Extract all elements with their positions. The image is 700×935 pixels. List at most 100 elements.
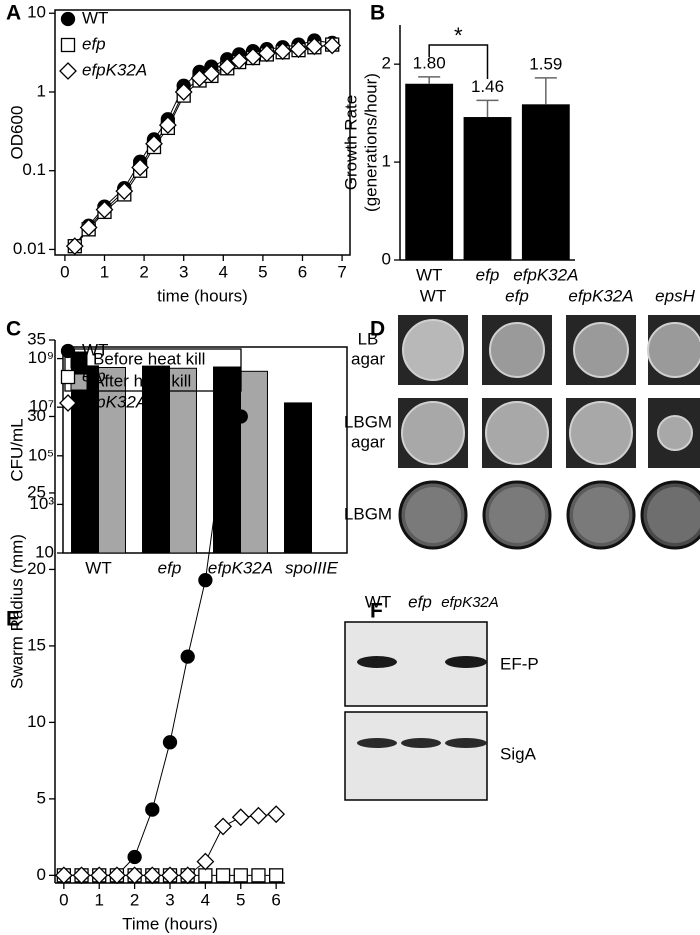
marker [231, 808, 250, 827]
legend-label: WT [82, 8, 108, 27]
row-label: agar [351, 349, 385, 368]
legend-marker [60, 37, 76, 53]
column-label: WT [420, 286, 446, 305]
colony [402, 319, 464, 381]
marker [269, 868, 284, 883]
x-tick-label: 1 [94, 890, 103, 909]
marker [257, 44, 276, 63]
band [357, 738, 397, 748]
marker [90, 866, 109, 885]
marker [115, 182, 134, 201]
y-tick-label: 0 [382, 249, 391, 268]
marker [230, 51, 249, 70]
y-tick-label: 5 [37, 788, 46, 807]
marker [198, 868, 213, 883]
x-tick-label: 4 [201, 890, 210, 909]
y-tick-label: 10⁵ [28, 445, 54, 464]
marker [162, 735, 178, 750]
y-tick-label: 25 [27, 482, 46, 501]
x-tick-label: efpK32A [208, 558, 273, 577]
panel-label: D [370, 318, 385, 341]
legend-label: efpK32A [82, 392, 147, 411]
band [357, 656, 397, 668]
value-label: 1.46 [471, 77, 504, 96]
x-axis-label: Time (hours) [122, 914, 218, 933]
marker [174, 83, 193, 101]
marker [267, 805, 286, 824]
colony [485, 401, 549, 465]
row-label: LBGM [344, 412, 392, 431]
legend-label: After heat kill [93, 371, 191, 390]
marker [251, 868, 266, 883]
y-tick-label: 30 [27, 406, 46, 425]
column-label: efp [505, 286, 529, 305]
x-tick-label: 5 [258, 262, 267, 281]
marker [65, 237, 84, 256]
y-axis-label: (generations/hour) [361, 73, 380, 212]
bar [463, 117, 512, 261]
column-label: efpK32A [568, 286, 633, 305]
marker [323, 36, 342, 55]
marker [233, 409, 248, 424]
x-tick-label: 4 [219, 262, 228, 281]
marker [233, 868, 248, 883]
bar [405, 83, 454, 260]
legend-marker [60, 369, 76, 385]
y-tick-label: 2 [382, 54, 391, 73]
value-label: 1.59 [529, 54, 562, 73]
column-label: epsH [655, 286, 695, 305]
band-label: EF-P [500, 654, 539, 673]
marker [215, 868, 231, 883]
y-tick-label: 10⁹ [28, 348, 54, 367]
y-axis-label: Swarm Radius (mm) [7, 534, 26, 689]
x-tick-label: 7 [337, 262, 346, 281]
bar [98, 367, 126, 554]
legend-marker [60, 343, 76, 359]
y-tick-label: 0.1 [22, 160, 46, 179]
band [445, 738, 487, 748]
colony [647, 322, 700, 378]
colony [657, 415, 693, 451]
legend-label: efp [82, 366, 106, 385]
y-tick-label: 1 [382, 152, 391, 171]
bar [240, 370, 268, 554]
colony [569, 401, 633, 465]
marker [214, 817, 232, 836]
blot-membrane [344, 711, 488, 801]
y-tick-label: 10³ [29, 494, 54, 513]
marker [95, 200, 114, 219]
significance-bracket [428, 44, 489, 79]
lane-label: efp [408, 592, 432, 611]
x-tick-label: 5 [236, 890, 245, 909]
plot-frame [54, 9, 351, 256]
marker [273, 42, 292, 61]
x-tick-label: efp [158, 558, 182, 577]
marker [143, 866, 162, 885]
x-tick-label: 6 [298, 262, 307, 281]
bar [284, 402, 312, 554]
marker [244, 47, 262, 66]
x-tick-label: 0 [60, 262, 69, 281]
legend-marker [59, 394, 77, 412]
significance-label: * [454, 23, 463, 48]
marker [127, 849, 142, 865]
row-label: LB [358, 329, 379, 348]
y-tick-label: 0 [37, 865, 46, 884]
marker [218, 57, 237, 76]
y-axis-label: CFU/mL [7, 418, 26, 481]
marker [305, 37, 324, 56]
western-blot: WT efp efpK32A EF-P SigA [344, 592, 539, 801]
x-tick-label: 3 [165, 890, 174, 909]
y-axis-label: OD600 [7, 106, 26, 160]
x-axis-label: time (hours) [157, 286, 248, 305]
y-tick-label: 1 [37, 81, 46, 100]
x-tick-label: 6 [271, 890, 280, 909]
colony [401, 401, 465, 465]
panel-label: B [370, 2, 385, 25]
marker [196, 852, 215, 871]
value-label: 1.80 [413, 53, 446, 72]
panel-label: E [6, 608, 20, 631]
legend-marker [60, 11, 76, 27]
colony [489, 322, 545, 378]
marker [131, 158, 150, 177]
